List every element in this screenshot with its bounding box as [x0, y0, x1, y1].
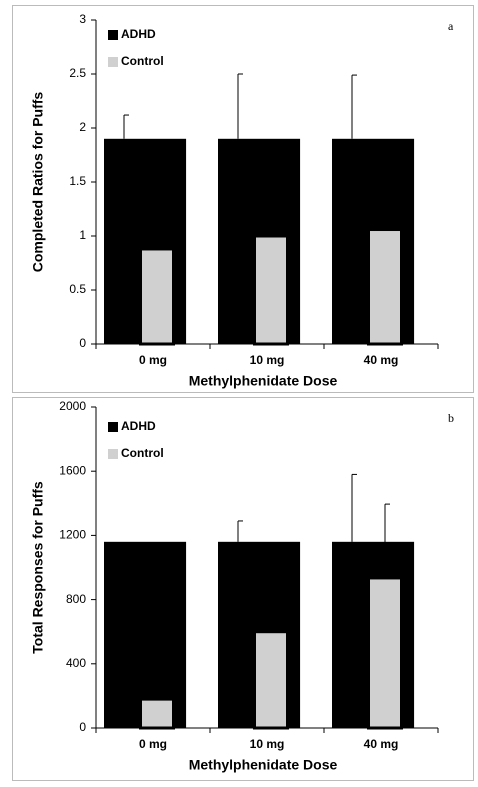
- x-tick-label: 10 mg: [250, 737, 285, 751]
- legend-label: Control: [121, 54, 164, 68]
- panel-label: a: [448, 19, 454, 33]
- panel-frame: [12, 5, 474, 393]
- bar: [139, 247, 175, 346]
- legend-label: Control: [121, 446, 164, 460]
- x-axis-title: Methylphenidate Dose: [189, 373, 338, 389]
- bar: [367, 576, 403, 730]
- y-tick-label: 0: [79, 336, 86, 350]
- x-tick-label: 10 mg: [250, 353, 285, 367]
- y-tick-label: 2000: [59, 399, 86, 413]
- x-tick-label: 40 mg: [364, 737, 399, 751]
- y-tick-label: 2: [79, 120, 86, 134]
- legend-swatch: [108, 422, 118, 432]
- x-tick-label: 0 mg: [139, 737, 167, 751]
- y-axis-title: Completed Ratios for Puffs: [30, 92, 46, 273]
- bar: [253, 630, 289, 730]
- legend-swatch: [108, 449, 118, 459]
- legend-swatch: [108, 30, 118, 40]
- bar: [139, 697, 175, 730]
- y-tick-label: 1: [79, 228, 86, 242]
- legend-label: ADHD: [121, 419, 156, 433]
- bar: [253, 234, 289, 346]
- legend-swatch: [108, 57, 118, 67]
- y-tick-label: 2.5: [69, 66, 86, 80]
- y-tick-label: 800: [66, 592, 86, 606]
- x-tick-label: 0 mg: [139, 353, 167, 367]
- y-tick-label: 400: [66, 656, 86, 670]
- y-tick-label: 1200: [59, 528, 86, 542]
- y-tick-label: 0.5: [69, 282, 86, 296]
- y-tick-label: 3: [79, 12, 86, 26]
- panel-frame: [12, 397, 474, 781]
- y-tick-label: 1.5: [69, 174, 86, 188]
- y-tick-label: 1600: [59, 463, 86, 477]
- panel-label: b: [448, 411, 454, 425]
- bar: [367, 228, 403, 346]
- legend-label: ADHD: [121, 27, 156, 41]
- bar: [104, 541, 187, 728]
- y-axis-title: Total Responses for Puffs: [30, 481, 46, 654]
- y-tick-label: 0: [79, 720, 86, 734]
- x-axis-title: Methylphenidate Dose: [189, 757, 338, 773]
- x-tick-label: 40 mg: [364, 353, 399, 367]
